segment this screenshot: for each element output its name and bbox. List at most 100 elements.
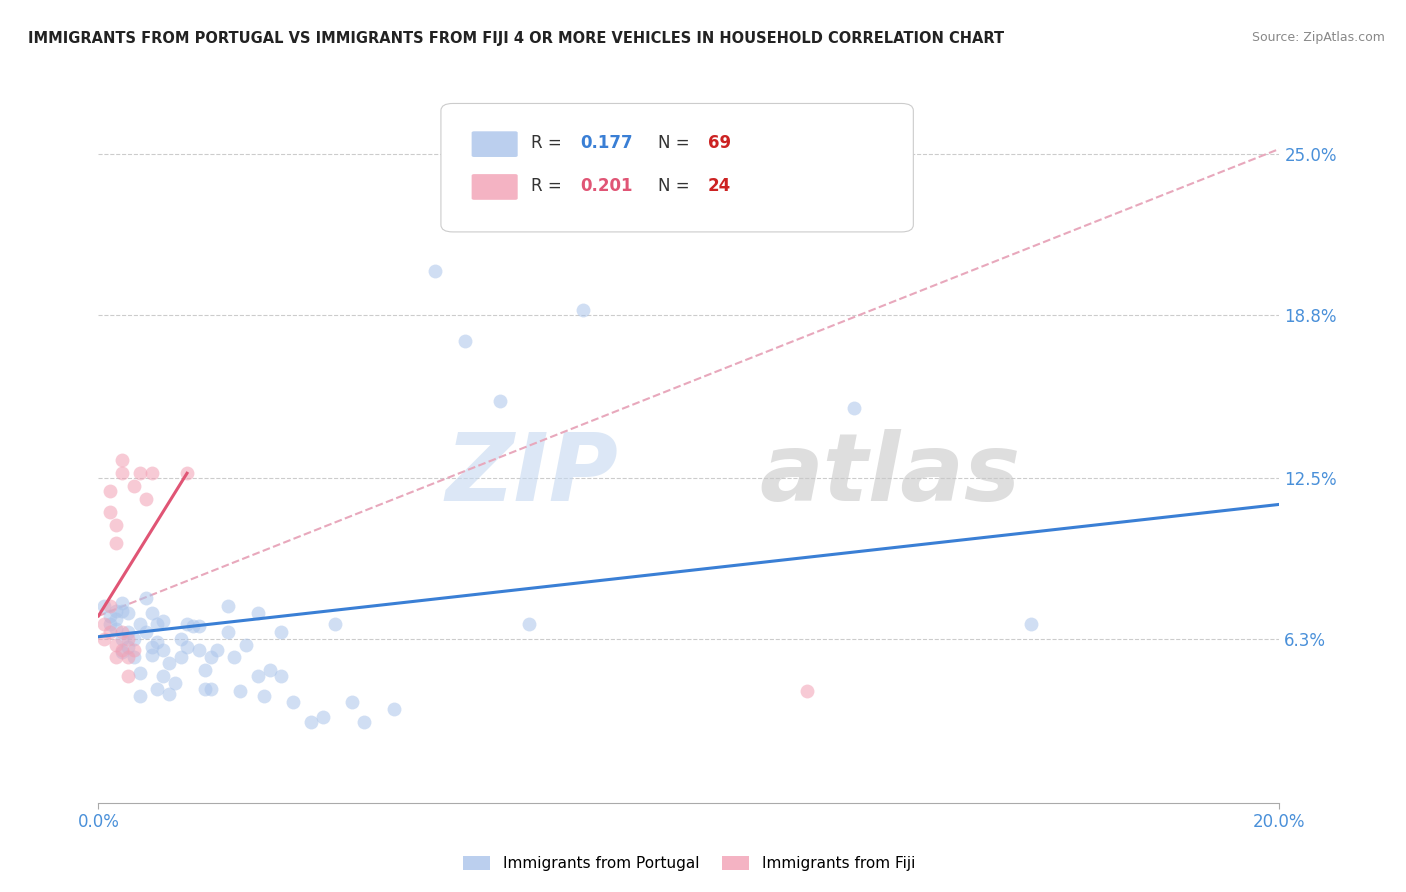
Point bbox=[181, 619, 204, 633]
Point bbox=[187, 619, 209, 633]
Text: atlas: atlas bbox=[759, 428, 1021, 521]
Point bbox=[157, 687, 180, 701]
Point bbox=[141, 640, 163, 654]
Text: R =: R = bbox=[530, 134, 567, 152]
Point bbox=[111, 596, 134, 610]
Point bbox=[187, 642, 209, 657]
Point bbox=[205, 642, 228, 657]
Point bbox=[170, 650, 193, 665]
Point bbox=[152, 668, 174, 682]
Legend: Immigrants from Portugal, Immigrants from Fiji: Immigrants from Portugal, Immigrants fro… bbox=[457, 850, 921, 877]
Point bbox=[200, 681, 222, 696]
Point bbox=[98, 624, 121, 639]
Point bbox=[122, 642, 145, 657]
Point bbox=[105, 638, 128, 652]
Point bbox=[111, 467, 134, 481]
Point bbox=[128, 616, 150, 631]
Point bbox=[200, 650, 222, 665]
Point bbox=[176, 640, 198, 654]
Point bbox=[235, 638, 257, 652]
Point bbox=[224, 650, 246, 665]
Point bbox=[299, 715, 322, 730]
Point bbox=[93, 599, 115, 613]
FancyBboxPatch shape bbox=[471, 174, 517, 200]
Text: 69: 69 bbox=[707, 134, 731, 152]
Point bbox=[117, 640, 139, 654]
Point bbox=[141, 607, 163, 621]
Point bbox=[146, 635, 169, 649]
Text: 0.201: 0.201 bbox=[581, 177, 633, 194]
Point bbox=[135, 492, 157, 507]
Point bbox=[105, 518, 128, 533]
Point bbox=[135, 591, 157, 605]
Text: N =: N = bbox=[658, 177, 695, 194]
Point bbox=[152, 614, 174, 628]
Point bbox=[98, 609, 121, 624]
Text: Source: ZipAtlas.com: Source: ZipAtlas.com bbox=[1251, 31, 1385, 45]
Text: ZIP: ZIP bbox=[446, 428, 619, 521]
Point bbox=[93, 632, 115, 647]
Point bbox=[796, 684, 818, 698]
Point bbox=[217, 599, 239, 613]
Point bbox=[98, 484, 121, 499]
Point bbox=[1021, 616, 1043, 631]
Point bbox=[117, 624, 139, 639]
Point bbox=[229, 684, 252, 698]
Point bbox=[152, 642, 174, 657]
Point bbox=[105, 622, 128, 636]
FancyBboxPatch shape bbox=[471, 131, 517, 157]
Point bbox=[117, 632, 139, 647]
Point bbox=[141, 467, 163, 481]
Point bbox=[111, 645, 134, 659]
Point bbox=[98, 599, 121, 613]
FancyBboxPatch shape bbox=[441, 103, 914, 232]
Point bbox=[165, 676, 187, 690]
Point bbox=[111, 604, 134, 618]
Point bbox=[146, 681, 169, 696]
Point bbox=[105, 611, 128, 625]
Point bbox=[270, 668, 292, 682]
Point bbox=[246, 668, 269, 682]
Point bbox=[489, 393, 512, 408]
Point bbox=[253, 690, 276, 704]
Point bbox=[353, 715, 375, 730]
Point bbox=[105, 604, 128, 618]
Point bbox=[135, 624, 157, 639]
Point bbox=[170, 632, 193, 647]
Point bbox=[342, 695, 364, 709]
Point bbox=[128, 467, 150, 481]
Point bbox=[128, 666, 150, 681]
Point bbox=[105, 536, 128, 550]
Point bbox=[423, 264, 446, 278]
Point bbox=[176, 616, 198, 631]
Point bbox=[98, 505, 121, 519]
Point bbox=[176, 467, 198, 481]
Point bbox=[122, 479, 145, 493]
Point bbox=[194, 681, 217, 696]
Point bbox=[117, 607, 139, 621]
Text: IMMIGRANTS FROM PORTUGAL VS IMMIGRANTS FROM FIJI 4 OR MORE VEHICLES IN HOUSEHOLD: IMMIGRANTS FROM PORTUGAL VS IMMIGRANTS F… bbox=[28, 31, 1004, 46]
Text: N =: N = bbox=[658, 134, 695, 152]
Point bbox=[323, 616, 346, 631]
Text: 0.177: 0.177 bbox=[581, 134, 633, 152]
Point bbox=[111, 624, 134, 639]
Point bbox=[128, 690, 150, 704]
Text: 24: 24 bbox=[707, 177, 731, 194]
Point bbox=[122, 650, 145, 665]
Point bbox=[122, 632, 145, 647]
Point bbox=[93, 616, 115, 631]
Point bbox=[519, 616, 541, 631]
Point bbox=[117, 650, 139, 665]
Point bbox=[270, 624, 292, 639]
Point bbox=[194, 664, 217, 678]
Point bbox=[117, 668, 139, 682]
Point bbox=[259, 664, 281, 678]
Point bbox=[146, 616, 169, 631]
Point bbox=[111, 642, 134, 657]
Text: R =: R = bbox=[530, 177, 567, 194]
Point bbox=[246, 607, 269, 621]
Point bbox=[283, 695, 305, 709]
Point bbox=[844, 401, 866, 416]
Point bbox=[111, 632, 134, 647]
Point bbox=[382, 702, 405, 716]
